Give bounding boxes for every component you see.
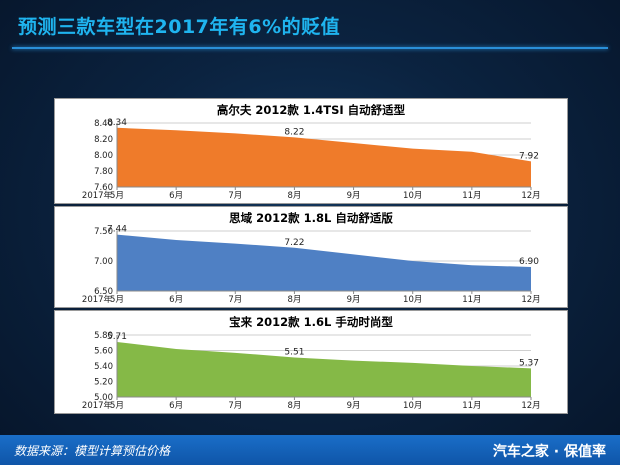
data-label: 7.92 xyxy=(519,151,539,161)
data-label: 6.90 xyxy=(519,257,539,267)
chart-title: 宝来 2012款 1.6L 手动时尚型 xyxy=(229,315,393,329)
chart-panel-bora: 宝来 2012款 1.6L 手动时尚型 5.00 5.20 5.40 5.60 5.80 5… xyxy=(54,310,568,414)
y-tick-label: 7.80 xyxy=(94,167,113,177)
x-tick-label: 10月 xyxy=(403,191,422,201)
chart-golf: 高尔夫 2012款 1.4TSI 自动舒适型 7.60 7.80 8.00 8.20 8.… xyxy=(82,103,541,201)
data-label: 7.22 xyxy=(284,238,304,248)
footer-bar: 数据来源：模型计算预估价格 汽车之家 · 保值率 xyxy=(0,435,620,465)
x-year-label: 2017年 xyxy=(82,294,113,305)
x-tick-label: 6月 xyxy=(169,191,183,201)
area-series-civic xyxy=(117,234,531,291)
x-tick-label: 5月 xyxy=(110,191,124,201)
area-series-golf xyxy=(117,127,531,187)
chart-title: 高尔夫 2012款 1.4TSI 自动舒适型 xyxy=(217,103,406,117)
y-tick-label: 8.20 xyxy=(94,135,113,145)
area-series-bora xyxy=(117,341,531,397)
x-tick-label: 5月 xyxy=(110,295,124,305)
x-tick-label: 7月 xyxy=(228,191,242,201)
data-label: 5.51 xyxy=(284,347,304,357)
chart-panel-golf: 高尔夫 2012款 1.4TSI 自动舒适型 7.60 7.80 8.00 8.20 8.… xyxy=(54,98,568,204)
y-tick-label: 7.60 xyxy=(94,183,113,193)
x-tick-label: 11月 xyxy=(462,191,481,201)
x-year-label: 2017年 xyxy=(82,190,113,201)
x-tick-label: 6月 xyxy=(169,401,183,411)
x-tick-label: 7月 xyxy=(228,401,242,411)
chart-civic: 思域 2012款 1.8L 自动舒适版 6.50 7.00 7.50 5月 6月 7月 8月 9… xyxy=(82,211,541,305)
y-tick-label: 7.50 xyxy=(94,227,113,237)
y-tick-label: 8.00 xyxy=(94,151,113,161)
x-tick-label: 9月 xyxy=(347,191,361,201)
x-tick-label: 9月 xyxy=(347,401,361,411)
y-tick-label: 5.40 xyxy=(94,362,113,372)
y-tick-label: 5.20 xyxy=(94,378,113,388)
chart-panel-civic: 思域 2012款 1.8L 自动舒适版 6.50 7.00 7.50 5月 6月 7月 8月 9… xyxy=(54,206,568,308)
y-tick-label: 7.00 xyxy=(94,257,113,267)
chart-title: 思域 2012款 1.8L 自动舒适版 xyxy=(229,211,393,225)
x-tick-label: 12月 xyxy=(521,295,540,305)
x-tick-label: 12月 xyxy=(521,401,540,411)
data-label: 8.22 xyxy=(284,127,304,137)
x-tick-label: 8月 xyxy=(287,191,301,201)
y-tick-label: 5.60 xyxy=(94,347,113,357)
y-tick-label: 6.50 xyxy=(94,287,113,297)
x-tick-label: 8月 xyxy=(287,401,301,411)
data-label: 5.71 xyxy=(107,332,127,342)
x-tick-label: 8月 xyxy=(287,295,301,305)
y-tick-label: 5.80 xyxy=(94,331,113,341)
x-tick-label: 6月 xyxy=(169,295,183,305)
footer-brand: 汽车之家 · 保值率 xyxy=(492,444,606,460)
x-tick-label: 9月 xyxy=(347,295,361,305)
x-tick-label: 11月 xyxy=(462,401,481,411)
y-tick-label: 8.40 xyxy=(94,119,113,129)
x-year-label: 2017年 xyxy=(82,400,113,411)
x-tick-label: 5月 xyxy=(110,401,124,411)
x-tick-label: 10月 xyxy=(403,295,422,305)
data-label: 8.34 xyxy=(107,118,127,128)
x-tick-label: 7月 xyxy=(228,295,242,305)
title-divider xyxy=(12,47,608,49)
footer-source: 数据来源：模型计算预估价格 xyxy=(14,444,171,458)
x-tick-label: 12月 xyxy=(521,191,540,201)
page-title: 预测三款车型在2017年有6%的贬值 xyxy=(18,16,341,38)
x-tick-label: 10月 xyxy=(403,401,422,411)
x-tick-label: 11月 xyxy=(462,295,481,305)
y-tick-label: 5.00 xyxy=(94,393,113,403)
data-label: 7.44 xyxy=(107,225,127,235)
data-label: 5.37 xyxy=(519,358,539,368)
chart-bora: 宝来 2012款 1.6L 手动时尚型5.005.205.405.605.805… xyxy=(82,315,541,411)
